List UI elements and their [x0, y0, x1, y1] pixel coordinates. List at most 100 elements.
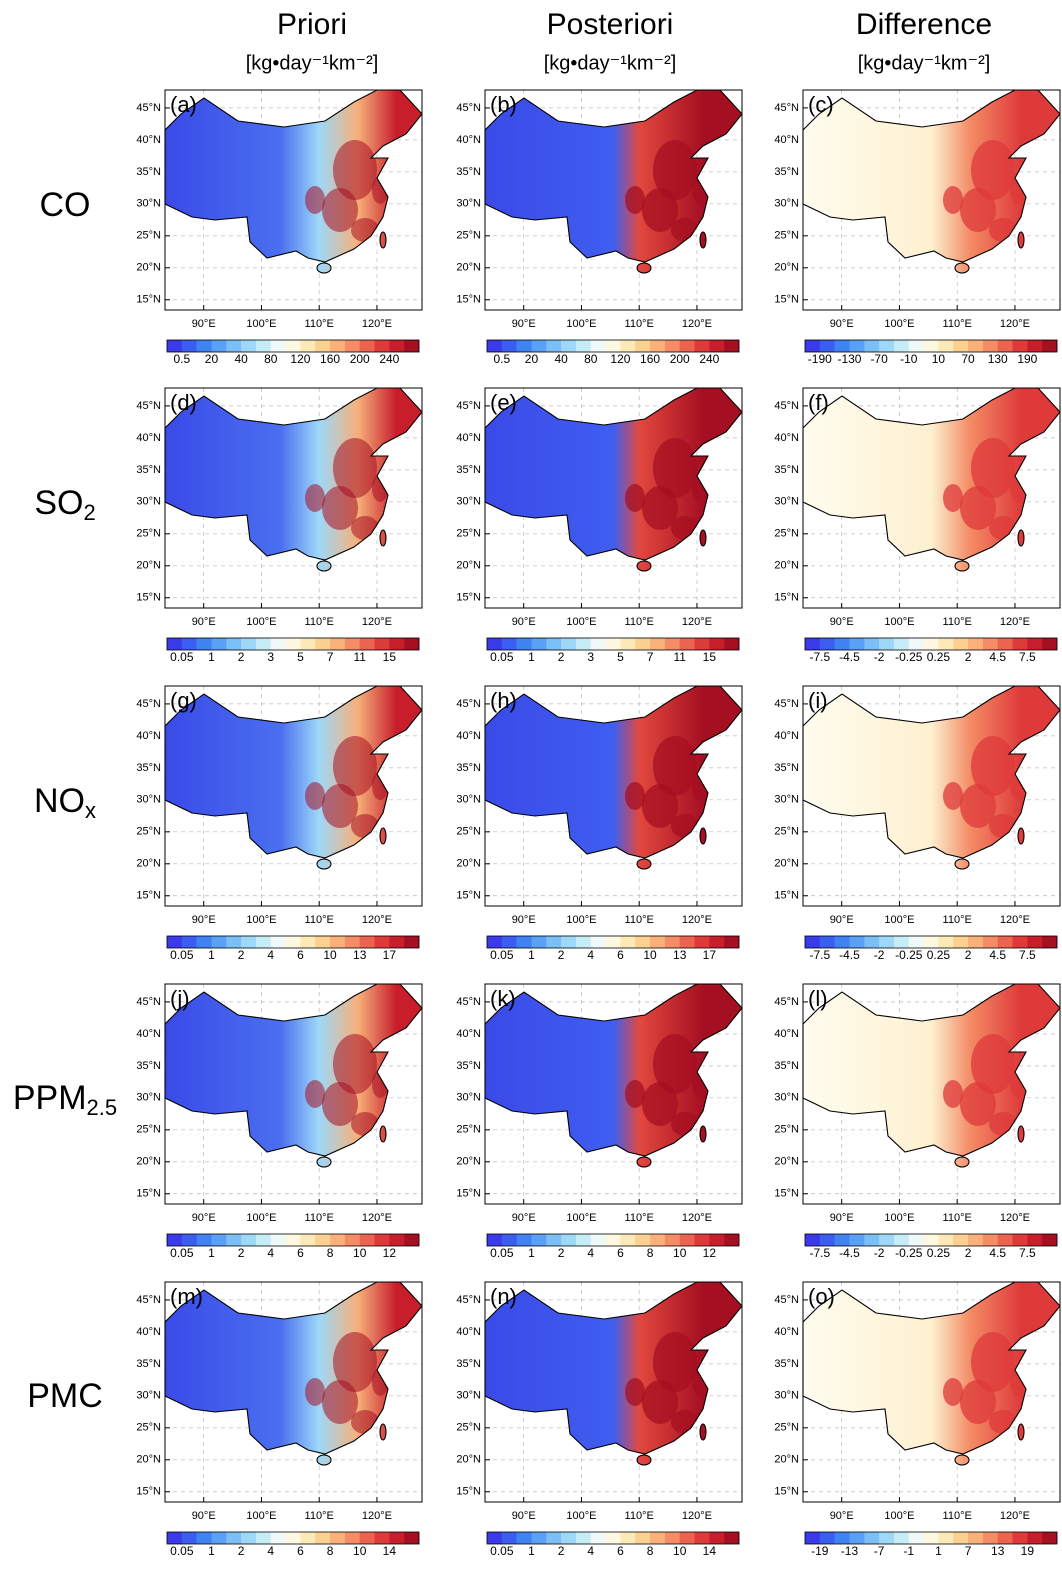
colorbar-box [879, 936, 895, 948]
lat-tick-label: 30°N [456, 794, 481, 806]
colorbar-tick-label: 2 [238, 1246, 245, 1260]
lat-tick-label: 20°N [774, 560, 799, 572]
colorbar-box [285, 638, 301, 650]
hotspot [333, 1332, 377, 1392]
colorbar-box [679, 638, 695, 650]
colorbar-tick-label: 4 [267, 1544, 274, 1558]
colorbar-box [211, 340, 227, 352]
colorbar-tick-label: 80 [264, 352, 278, 366]
colorbar-box [679, 1532, 695, 1544]
colorbar-tick-label: 2 [558, 1246, 565, 1260]
colorbar-box [181, 638, 197, 650]
column-unit: [kg•day⁻¹km⁻²] [544, 52, 677, 74]
colorbar-box [300, 1234, 316, 1246]
hotspot [322, 784, 358, 828]
colorbar-box [487, 638, 503, 650]
colorbar-tick-label: 0.05 [490, 948, 514, 962]
map-frame [802, 387, 1061, 609]
lon-tick-label: 90°E [830, 914, 854, 926]
hotspot [322, 1082, 358, 1126]
colorbar-box [531, 936, 547, 948]
colorbar-box [849, 638, 865, 650]
colorbar-tick-label: 120 [290, 352, 310, 366]
colorbar-box [982, 1532, 999, 1544]
lon-tick-label: 110°E [943, 914, 972, 926]
hotspot [971, 1034, 1015, 1094]
hotspot [653, 1332, 697, 1392]
lat-tick-label: 45°N [136, 1294, 161, 1306]
colorbar-box [255, 1532, 272, 1544]
colorbar-box [1042, 340, 1058, 352]
colorbar-box [968, 1234, 984, 1246]
lon-tick-label: 120°E [1000, 914, 1030, 926]
colorbar-tick-label: 0.05 [490, 1544, 514, 1558]
colorbar-tick-label: 0.05 [490, 650, 514, 664]
colorbar-box [241, 638, 257, 650]
colorbar-tick-label: 7.5 [1019, 650, 1036, 664]
colorbar-box [650, 936, 666, 948]
map-panel: 15°N 20°N 25°N 30°N 35°N 40°N 45°N 90°E 100°E 110… [774, 387, 1061, 664]
colorbar-box [211, 1532, 227, 1544]
colorbar-tick-label: -0.25 [895, 948, 923, 962]
colorbar-tick-label: 8 [327, 1246, 334, 1260]
hotspot [642, 784, 678, 828]
colorbar-tick-label: 120 [610, 352, 630, 366]
colorbar-box [300, 638, 316, 650]
colorbar-tick-label: 0.5 [173, 352, 190, 366]
column-unit: [kg•day⁻¹km⁻²] [246, 52, 379, 74]
colorbar-box [805, 340, 821, 352]
lat-tick-label: 30°N [136, 496, 161, 508]
lon-tick-label: 90°E [830, 318, 854, 330]
colorbar-frame [804, 1531, 1058, 1545]
lon-tick-label: 120°E [682, 318, 712, 330]
hotspot [625, 1080, 645, 1108]
lon-tick-label: 100°E [884, 1212, 914, 1224]
colorbar-box [255, 1234, 272, 1246]
lon-tick-label: 100°E [884, 318, 914, 330]
colorbar-tick-label: 2 [965, 650, 972, 664]
colorbar-box [997, 936, 1013, 948]
colorbar-box [404, 1234, 420, 1246]
colorbar-tick-label: -19 [811, 1544, 829, 1558]
colorbar-box [819, 1532, 835, 1544]
colorbar-box [167, 638, 183, 650]
colorbar-box [679, 936, 695, 948]
china-map [484, 89, 743, 274]
colorbar-box [1027, 1234, 1043, 1246]
lat-tick-label: 15°N [136, 592, 161, 604]
colorbar-tick-label: 8 [647, 1544, 654, 1558]
colorbar-box [561, 1234, 577, 1246]
colorbar-box [575, 340, 592, 352]
colorbar-box [620, 936, 636, 948]
colorbar-box [923, 340, 939, 352]
colorbar-box [359, 936, 375, 948]
lat-tick-label: 40°N [456, 432, 481, 444]
colorbar-tick-label: 13 [353, 948, 367, 962]
hotspot [322, 188, 358, 232]
colorbar-tick-label: 6 [617, 1544, 624, 1558]
colorbar-box [834, 638, 850, 650]
colorbar-tick-label: 190 [1017, 352, 1037, 366]
hotspot [971, 736, 1015, 796]
colorbar-box [575, 936, 592, 948]
panel-label: (j) [170, 986, 190, 1011]
column-title: Priori [277, 8, 347, 41]
lon-tick-label: 100°E [566, 1510, 596, 1522]
colorbar-box [330, 638, 346, 650]
colorbar-box [255, 638, 272, 650]
colorbar-tick-label: 4 [267, 1246, 274, 1260]
lat-tick-label: 25°N [774, 826, 799, 838]
colorbar-box [635, 1532, 651, 1544]
panel-label: (c) [808, 92, 834, 117]
hotspot [642, 486, 678, 530]
colorbar-box [679, 340, 695, 352]
panel-label: (i) [808, 688, 828, 713]
map-panel: 15°N 20°N 25°N 30°N 35°N 40°N 45°N 90°E 100°E 110… [774, 89, 1061, 366]
colorbar-box [226, 936, 242, 948]
colorbar-tick-label: 7 [327, 650, 334, 664]
lat-tick-label: 40°N [456, 730, 481, 742]
hotspot [943, 782, 963, 810]
lat-tick-label: 20°N [136, 1156, 161, 1168]
colorbar-box [315, 1532, 331, 1544]
